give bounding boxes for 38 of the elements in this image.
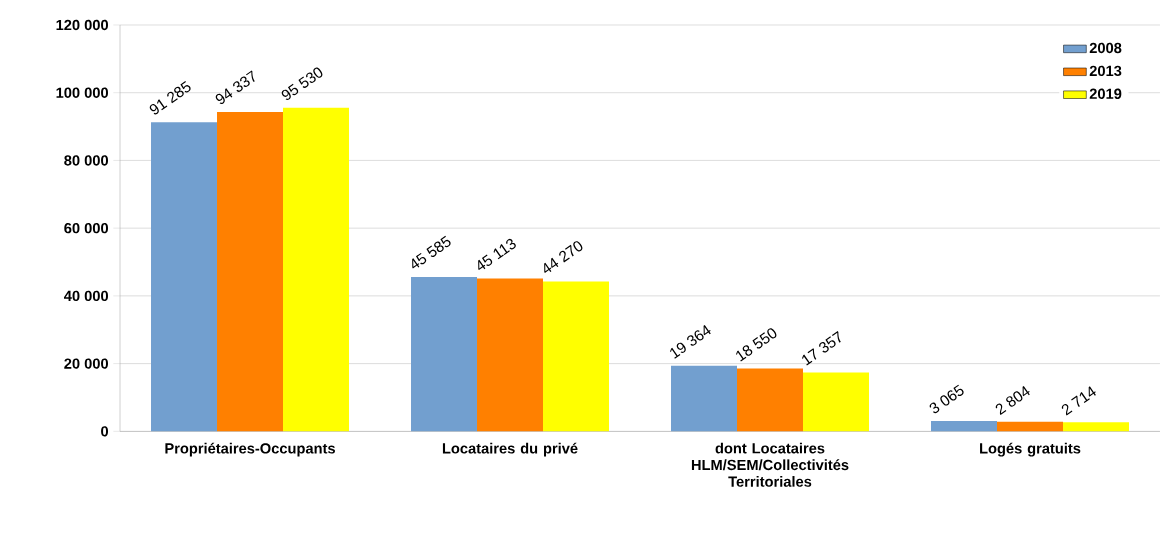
y-tick-label: 60 000 [64, 222, 108, 234]
y-tick-label: 80 000 [64, 155, 108, 166]
x-tick-label: dont Locataires HLM/SEM/Collectivités Territoriales [691, 442, 849, 487]
data-label: 2 714 [1061, 386, 1096, 416]
bar [931, 420, 997, 432]
y-tick-label: 120 000 [56, 19, 108, 31]
bar [803, 372, 869, 432]
bar [151, 122, 218, 432]
bar [1063, 422, 1129, 432]
data-label: 91 285 [149, 81, 191, 115]
data-label: 19 364 [670, 324, 711, 359]
legend-label: 2019 [1089, 88, 1122, 99]
y-tick-label: 40 000 [64, 290, 108, 302]
x-tick-label: Locataires du privé [442, 442, 578, 457]
bar [737, 368, 804, 432]
y-tick-label: 0 [101, 426, 109, 437]
data-label: 3 065 [929, 384, 964, 414]
bar [217, 111, 284, 432]
legend-label: 2008 [1089, 42, 1122, 54]
bar [671, 365, 737, 432]
legend-label: 2013 [1089, 65, 1122, 77]
data-label: 94 337 [215, 70, 255, 105]
data-label: 2 804 [995, 385, 1030, 416]
y-tick-label: 100 000 [56, 87, 108, 98]
data-label: 44 270 [544, 241, 583, 273]
data-label: 18 550 [736, 328, 777, 362]
bar [411, 276, 478, 432]
bar [543, 281, 609, 432]
data-label: 95 530 [281, 67, 323, 101]
data-label: 45 113 [478, 238, 516, 271]
data-label: 17 357 [802, 331, 841, 366]
bar [477, 278, 543, 432]
bar [997, 421, 1063, 432]
x-tick-label: Logés gratuits [980, 442, 1081, 457]
y-tick-label: 20 000 [64, 358, 108, 369]
data-label: 45 585 [412, 235, 451, 269]
x-tick-label: Propriétaires-Occupants [165, 442, 335, 457]
bar [283, 107, 350, 432]
